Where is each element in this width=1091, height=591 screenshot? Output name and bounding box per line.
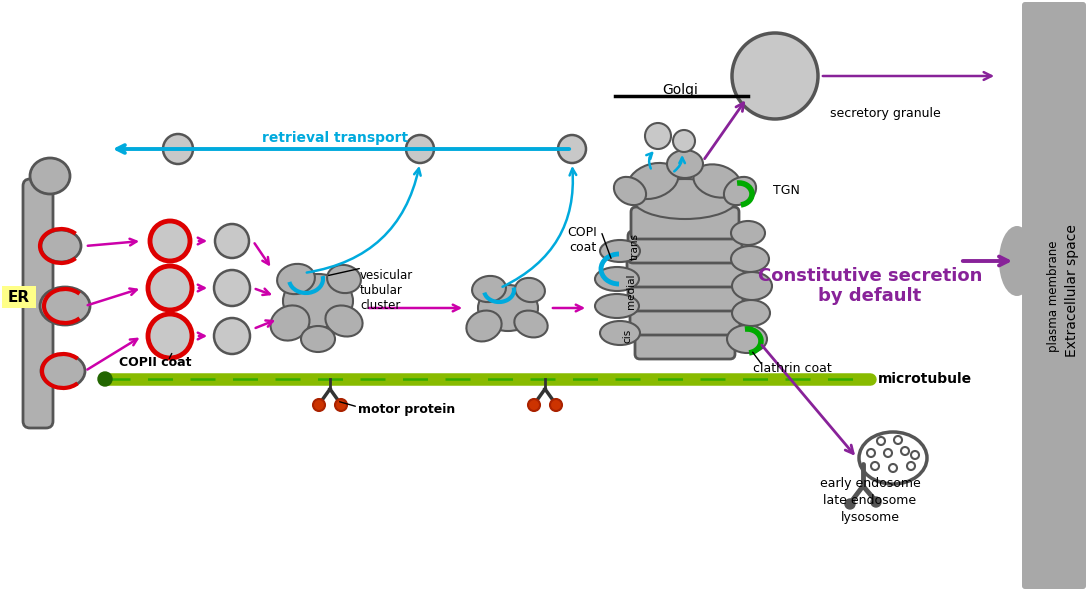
FancyBboxPatch shape <box>631 207 739 239</box>
Ellipse shape <box>515 278 544 302</box>
Circle shape <box>313 399 325 411</box>
Circle shape <box>846 499 855 509</box>
Text: Extracellular space: Extracellular space <box>1065 225 1079 358</box>
Circle shape <box>673 130 695 152</box>
Text: early endosome
late endosome
lysosome: early endosome late endosome lysosome <box>819 477 921 524</box>
FancyBboxPatch shape <box>627 255 744 287</box>
Text: retrieval transport: retrieval transport <box>262 131 408 145</box>
Ellipse shape <box>999 226 1035 296</box>
FancyBboxPatch shape <box>635 327 735 359</box>
Ellipse shape <box>29 158 70 194</box>
Circle shape <box>149 221 190 261</box>
Circle shape <box>148 266 192 310</box>
Text: medial: medial <box>626 273 636 309</box>
Circle shape <box>901 447 909 455</box>
Circle shape <box>645 123 671 149</box>
Ellipse shape <box>724 177 756 205</box>
Text: plasma membrane: plasma membrane <box>1047 241 1060 352</box>
FancyBboxPatch shape <box>2 286 36 308</box>
Ellipse shape <box>600 321 640 345</box>
Ellipse shape <box>41 230 81 262</box>
Circle shape <box>911 451 919 459</box>
Ellipse shape <box>472 276 506 302</box>
Ellipse shape <box>325 306 362 336</box>
Ellipse shape <box>732 300 770 326</box>
Ellipse shape <box>327 265 361 293</box>
Ellipse shape <box>514 310 548 337</box>
Ellipse shape <box>731 246 769 272</box>
Circle shape <box>884 449 892 457</box>
Circle shape <box>98 372 112 386</box>
FancyBboxPatch shape <box>628 279 743 311</box>
Ellipse shape <box>301 326 335 352</box>
Ellipse shape <box>40 287 89 325</box>
Circle shape <box>335 399 347 411</box>
Text: ER: ER <box>8 290 31 304</box>
Circle shape <box>894 436 902 444</box>
Ellipse shape <box>731 221 765 245</box>
Ellipse shape <box>478 285 538 331</box>
Ellipse shape <box>694 164 741 197</box>
Text: TGN: TGN <box>774 184 800 197</box>
Ellipse shape <box>595 294 639 318</box>
Text: secretory granule: secretory granule <box>830 108 940 121</box>
Ellipse shape <box>595 267 639 291</box>
Text: clathrin coat: clathrin coat <box>753 362 831 375</box>
Ellipse shape <box>633 179 738 219</box>
Ellipse shape <box>667 150 703 178</box>
Circle shape <box>877 437 885 445</box>
Circle shape <box>215 224 249 258</box>
FancyBboxPatch shape <box>1022 2 1086 589</box>
Circle shape <box>732 33 818 119</box>
Ellipse shape <box>41 354 85 388</box>
FancyBboxPatch shape <box>628 231 742 263</box>
Ellipse shape <box>859 432 927 484</box>
Text: motor protein: motor protein <box>358 402 455 415</box>
Circle shape <box>867 449 875 457</box>
Circle shape <box>214 318 250 354</box>
Circle shape <box>871 462 879 470</box>
Circle shape <box>148 314 192 358</box>
Text: COPII coat: COPII coat <box>119 356 191 369</box>
Text: Constitutive secretion
by default: Constitutive secretion by default <box>758 267 982 306</box>
Circle shape <box>889 464 897 472</box>
Text: vesicular
tubular
cluster: vesicular tubular cluster <box>360 269 413 312</box>
Text: cis: cis <box>622 329 632 343</box>
FancyBboxPatch shape <box>630 303 740 335</box>
Text: trans: trans <box>630 232 640 259</box>
Circle shape <box>871 497 882 507</box>
Text: Golgi: Golgi <box>662 83 698 97</box>
Ellipse shape <box>271 306 310 340</box>
Circle shape <box>558 135 586 163</box>
Ellipse shape <box>600 240 640 262</box>
Circle shape <box>406 135 434 163</box>
Circle shape <box>163 134 193 164</box>
Circle shape <box>214 270 250 306</box>
Circle shape <box>550 399 562 411</box>
Ellipse shape <box>732 272 772 300</box>
Circle shape <box>907 462 915 470</box>
Text: COPI
coat: COPI coat <box>567 226 597 254</box>
Ellipse shape <box>727 325 767 353</box>
Ellipse shape <box>614 177 646 205</box>
Ellipse shape <box>277 264 315 294</box>
Text: microtubule: microtubule <box>878 372 972 386</box>
Ellipse shape <box>627 163 679 199</box>
Ellipse shape <box>283 274 353 328</box>
Ellipse shape <box>466 310 502 342</box>
Circle shape <box>528 399 540 411</box>
FancyBboxPatch shape <box>23 179 53 428</box>
